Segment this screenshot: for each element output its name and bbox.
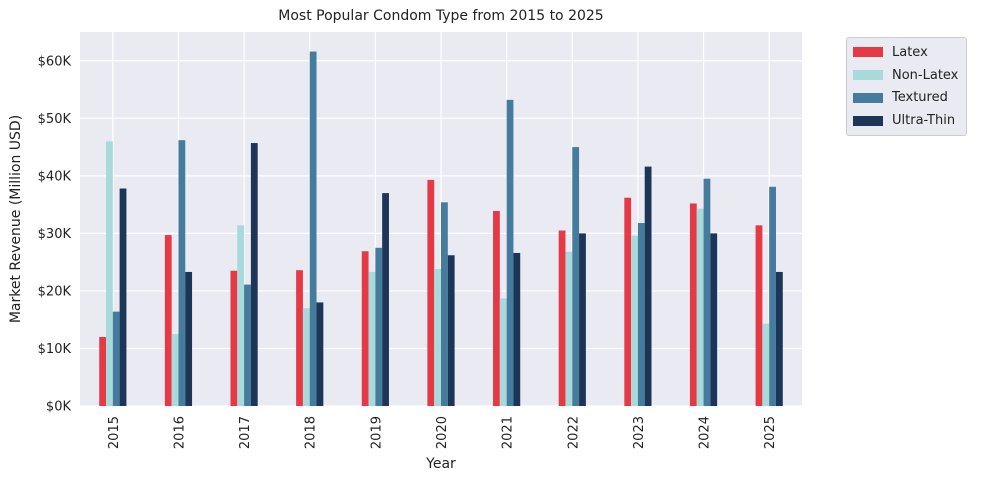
bar-ultra-thin-2015 — [119, 188, 127, 406]
legend-item: Textured — [853, 87, 958, 110]
x-tick-label: 2024 — [698, 416, 713, 449]
bar-latex-2020 — [427, 179, 435, 406]
legend-item: Ultra-Thin — [853, 109, 958, 132]
x-axis-label: Year — [426, 456, 456, 472]
bar-non-latex-2021 — [499, 298, 507, 406]
bar-textured-2019 — [375, 247, 383, 406]
x-tick-label: 2022 — [566, 416, 581, 449]
bar-textured-2024 — [703, 178, 711, 406]
bar-non-latex-2019 — [368, 271, 376, 406]
y-tick-label: $60K — [38, 54, 72, 69]
bar-latex-2024 — [689, 203, 697, 406]
bar-textured-2025 — [769, 186, 776, 406]
x-tick-label: 2016 — [172, 416, 187, 449]
bar-ultra-thin-2023 — [644, 166, 652, 406]
bar-latex-2017 — [230, 270, 238, 406]
bar-non-latex-2017 — [237, 225, 245, 406]
bar-latex-2016 — [164, 235, 172, 406]
y-tick-label: $20K — [38, 284, 72, 299]
bar-ultra-thin-2022 — [579, 233, 586, 406]
bar-latex-2015 — [99, 336, 107, 406]
bar-ultra-thin-2025 — [775, 271, 783, 406]
bar-latex-2019 — [361, 251, 369, 406]
legend: Latex Non-Latex Textured Ultra-Thin — [846, 37, 968, 137]
bar-textured-2023 — [637, 223, 645, 406]
bar-non-latex-2022 — [565, 251, 573, 406]
bar-textured-2022 — [572, 147, 580, 407]
bar-non-latex-2016 — [171, 334, 179, 406]
x-tick-label: 2018 — [304, 416, 319, 449]
y-tick-label: $50K — [38, 112, 72, 127]
bar-non-latex-2024 — [696, 208, 704, 406]
bar-non-latex-2020 — [434, 269, 441, 406]
bar-ultra-thin-2018 — [316, 302, 324, 406]
y-axis-label: Market Revenue (Million USD) — [8, 114, 24, 324]
legend-swatch — [853, 115, 883, 126]
legend-swatch — [853, 92, 883, 103]
bar-latex-2022 — [558, 230, 566, 406]
legend-label: Textured — [892, 90, 948, 106]
bar-textured-2021 — [506, 99, 514, 406]
x-tick-label: 2019 — [369, 416, 384, 449]
bar-ultra-thin-2021 — [513, 252, 521, 406]
legend-swatch — [853, 47, 883, 58]
bar-latex-2025 — [755, 225, 763, 406]
bar-non-latex-2015 — [106, 141, 113, 407]
bar-latex-2023 — [624, 197, 632, 406]
y-tick-label: $40K — [38, 169, 72, 184]
bar-ultra-thin-2017 — [250, 143, 258, 406]
bar-textured-2016 — [178, 140, 186, 406]
legend-label: Non-Latex — [892, 67, 959, 83]
bar-latex-2021 — [493, 210, 500, 406]
x-tick-label: 2021 — [501, 416, 516, 449]
legend-swatch — [853, 70, 883, 81]
bar-textured-2020 — [441, 202, 448, 406]
bar-non-latex-2018 — [302, 308, 310, 406]
bar-latex-2018 — [296, 270, 303, 406]
y-tick-label: $30K — [38, 227, 72, 242]
legend-item: Latex — [853, 41, 958, 64]
bar-textured-2017 — [244, 284, 251, 406]
bar-ultra-thin-2016 — [185, 271, 193, 406]
legend-item: Non-Latex — [853, 64, 958, 87]
x-tick-label: 2025 — [763, 416, 778, 449]
bar-ultra-thin-2024 — [710, 233, 718, 406]
bar-non-latex-2025 — [762, 323, 770, 406]
bar-ultra-thin-2019 — [382, 193, 389, 406]
bar-non-latex-2023 — [631, 235, 638, 406]
bar-textured-2015 — [112, 311, 120, 406]
x-tick-label: 2015 — [107, 416, 122, 449]
bar-textured-2018 — [309, 51, 317, 406]
x-tick-label: 2023 — [632, 416, 647, 449]
legend-label: Latex — [892, 44, 928, 60]
y-tick-label: $0K — [46, 400, 72, 415]
chart-title: Most Popular Condom Type from 2015 to 20… — [278, 8, 604, 24]
y-tick-label: $10K — [38, 342, 72, 357]
x-tick-label: 2017 — [238, 416, 253, 449]
legend-label: Ultra-Thin — [892, 113, 956, 129]
bar-ultra-thin-2020 — [447, 255, 455, 406]
x-tick-label: 2020 — [435, 416, 450, 449]
